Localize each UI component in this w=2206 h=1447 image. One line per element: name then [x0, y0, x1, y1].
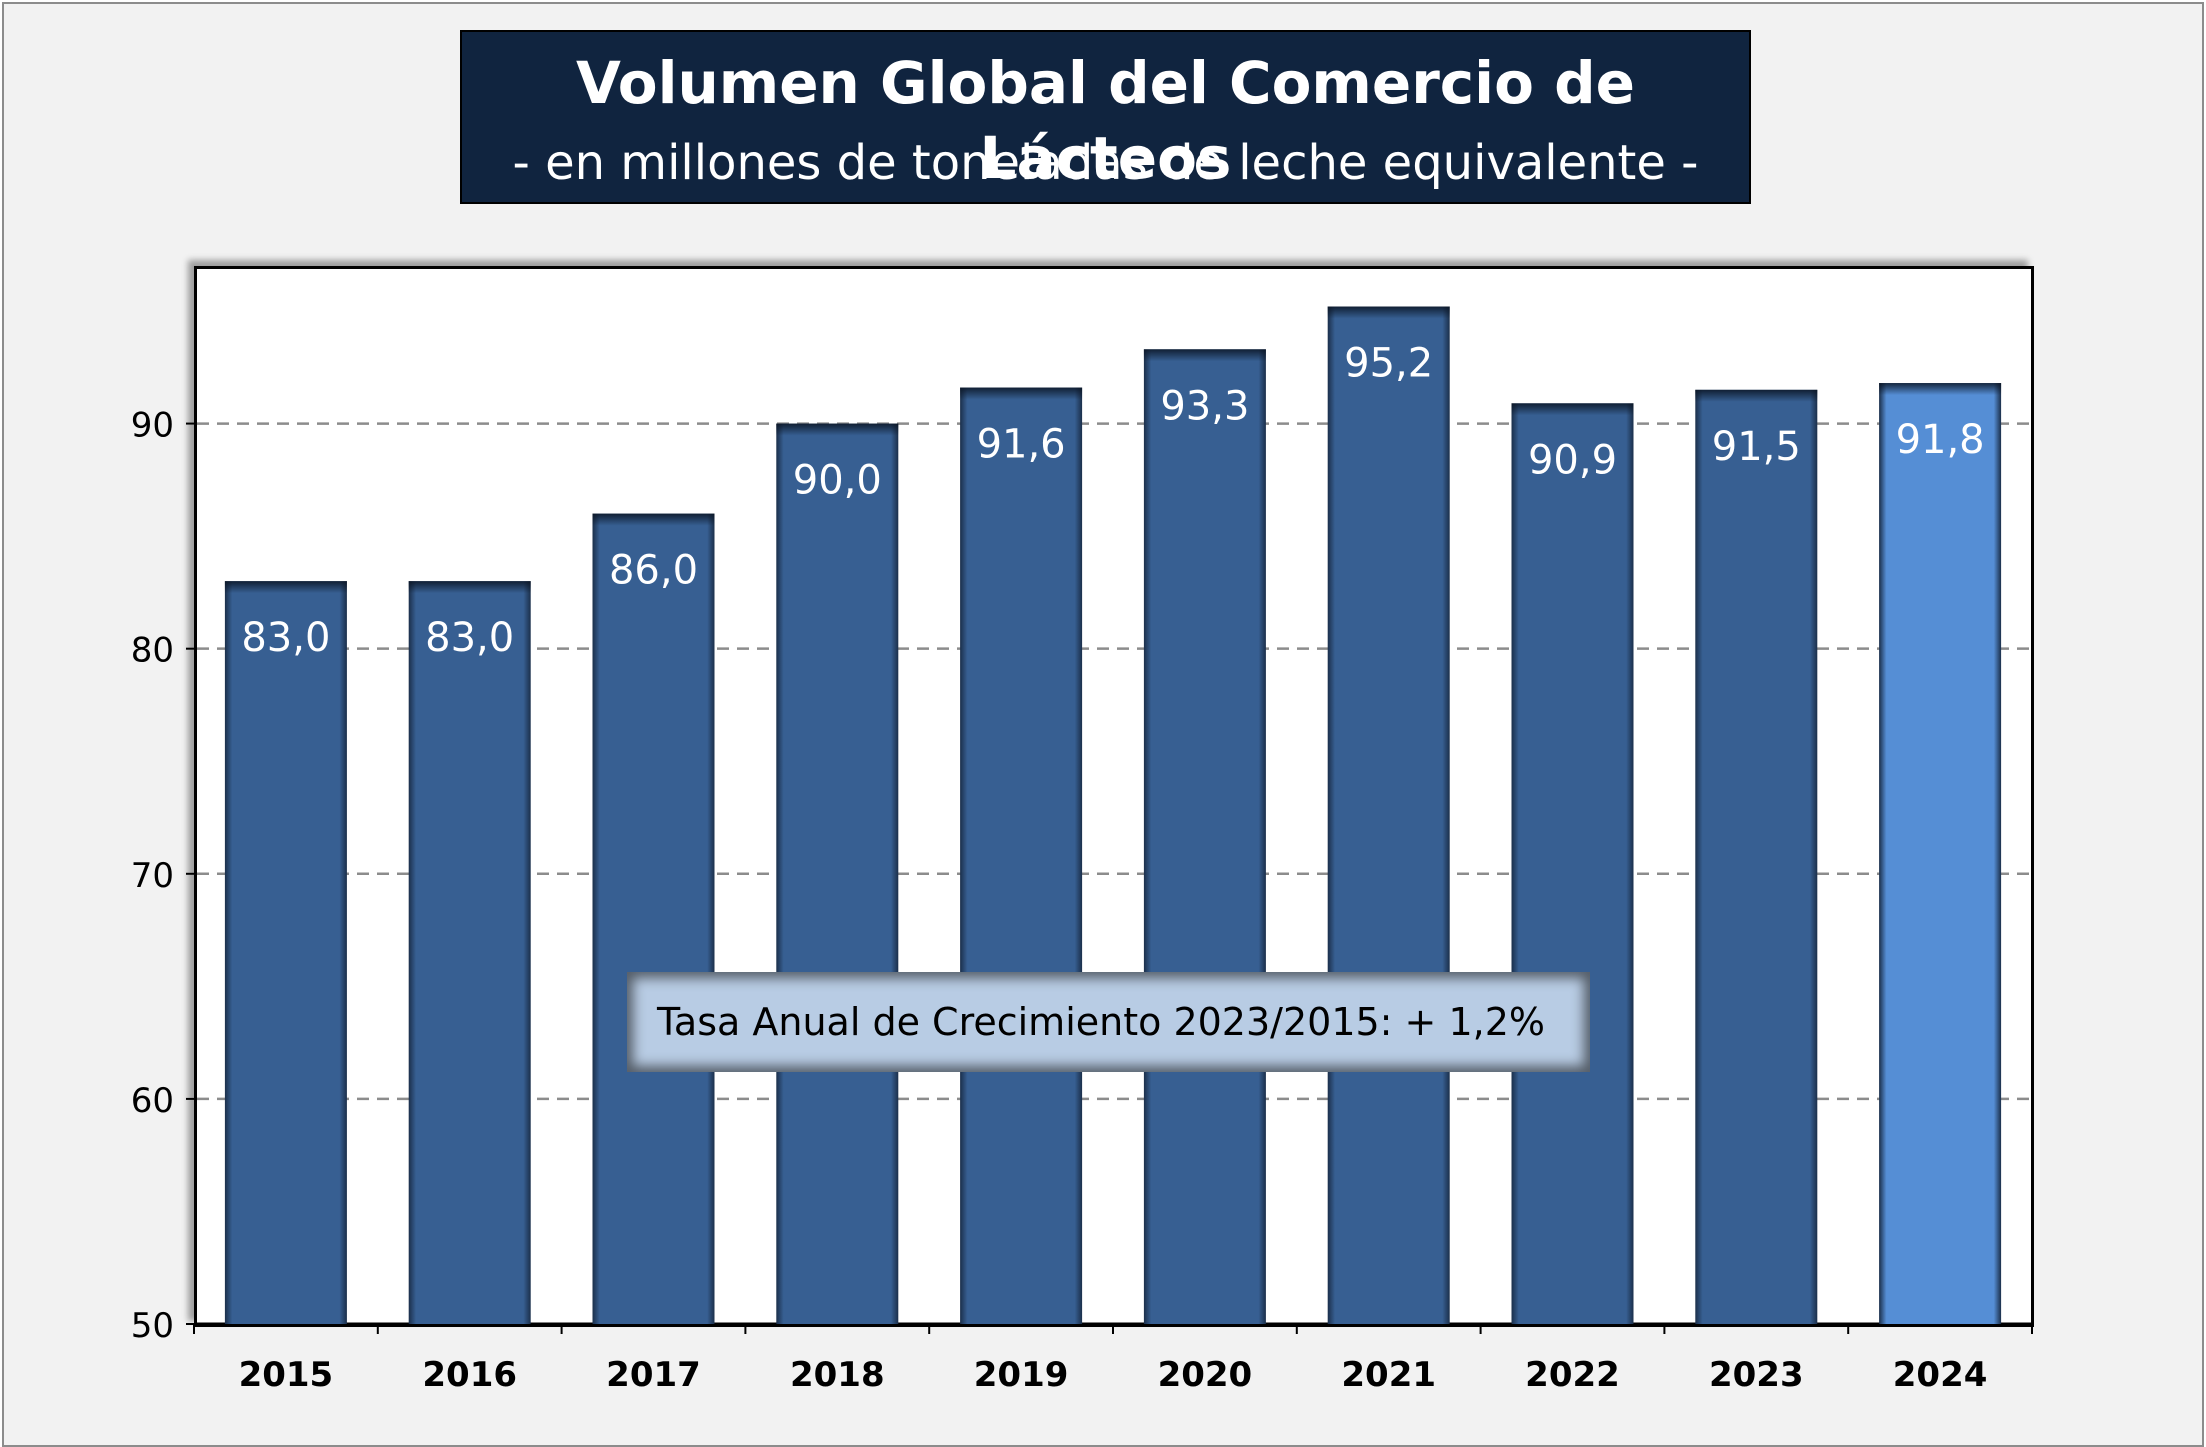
- x-tick-label-2017: 2017: [606, 1355, 701, 1395]
- data-label-2022: 90,9: [1528, 437, 1617, 483]
- bar-2024: [1879, 383, 2002, 1325]
- data-label-2020: 93,3: [1160, 383, 1249, 429]
- y-tick-label: 80: [131, 631, 174, 671]
- growth-annotation: Tasa Anual de Crecimiento 2023/2015: + 1…: [627, 972, 1590, 1072]
- data-label-2023: 91,5: [1712, 424, 1801, 470]
- data-label-2019: 91,6: [977, 422, 1066, 468]
- bar-top-shade: [776, 423, 899, 436]
- title-box: Volumen Global del Comercio de Lácteos -…: [460, 30, 1751, 204]
- bar-top-shade: [1695, 389, 1818, 402]
- data-label-2021: 95,2: [1344, 341, 1433, 387]
- x-tick-label-2020: 2020: [1158, 1355, 1253, 1395]
- bar-2023: [1695, 389, 1818, 1325]
- data-label-2024: 91,8: [1896, 417, 1985, 463]
- chart-title: Volumen Global del Comercio de Lácteos: [576, 49, 1635, 193]
- data-label-2018: 90,0: [793, 458, 882, 504]
- bar-2022: [1511, 403, 1634, 1324]
- bar-top-shade: [960, 387, 1083, 400]
- bar-2019: [960, 387, 1083, 1324]
- y-tick-label: 90: [131, 406, 174, 446]
- bar-top-shade: [1511, 403, 1634, 416]
- y-tick-label: 70: [131, 856, 174, 896]
- bar-top-shade: [1143, 349, 1266, 362]
- data-label-2016: 83,0: [425, 615, 514, 661]
- y-tick-label: 60: [131, 1081, 174, 1121]
- data-label-2015: 83,0: [241, 615, 330, 661]
- x-tick-label-2019: 2019: [974, 1355, 1069, 1395]
- x-tick-label-2022: 2022: [1525, 1355, 1620, 1395]
- bar-2016: [408, 581, 531, 1324]
- data-label-2017: 86,0: [609, 548, 698, 594]
- bar-top-shade: [224, 581, 347, 594]
- bar-2018: [776, 423, 899, 1324]
- x-tick-label-2021: 2021: [1341, 1355, 1436, 1395]
- y-tick-label: 50: [131, 1306, 174, 1346]
- bar-top-shade: [1327, 306, 1450, 319]
- bar-chart: 50 60 70 80 90 83,0 2015 83,0 2016 86,0 2017 90,0 20…: [131, 306, 2033, 1395]
- bar-2021: [1327, 306, 1450, 1324]
- bar-2020: [1143, 349, 1266, 1324]
- bar-top-shade: [408, 581, 531, 594]
- bar-top-shade: [1879, 383, 2002, 396]
- x-tick-label-2018: 2018: [790, 1355, 885, 1395]
- x-tick-label-2016: 2016: [422, 1355, 517, 1395]
- bar-2017: [592, 513, 715, 1324]
- x-tick-label-2023: 2023: [1709, 1355, 1804, 1395]
- x-tick-label-2024: 2024: [1893, 1355, 1988, 1395]
- bar-2015: [224, 581, 347, 1324]
- bar-top-shade: [592, 513, 715, 526]
- x-tick-label-2015: 2015: [239, 1355, 334, 1395]
- chart-subtitle: - en millones de toneladas de leche equi…: [512, 135, 1699, 191]
